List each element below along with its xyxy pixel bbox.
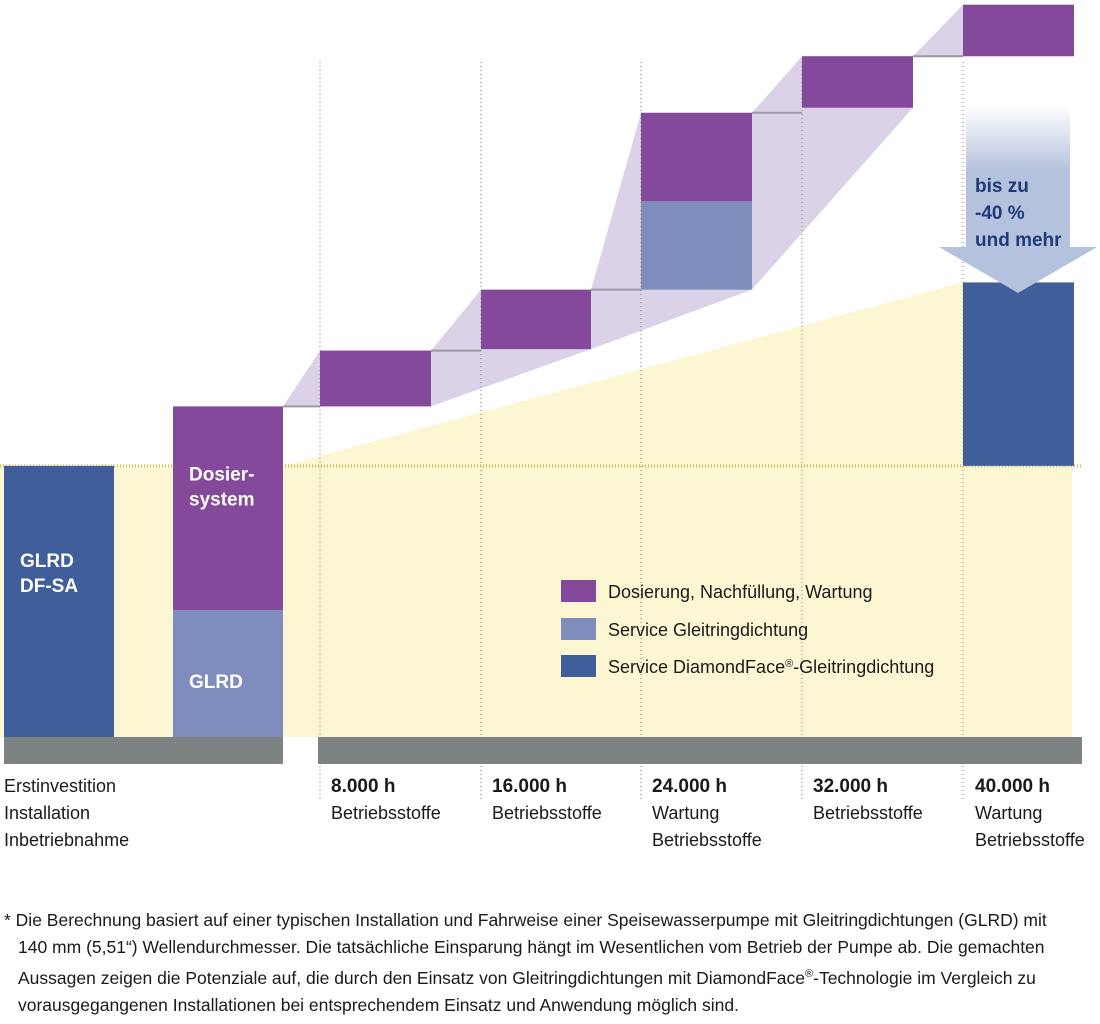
legend-swatch xyxy=(561,618,596,640)
bar-service-diamondface xyxy=(963,282,1074,466)
footnote-line-3: Aussagen zeigen die Potenziale auf, die … xyxy=(18,967,1036,988)
background-areas xyxy=(0,4,1074,737)
legend-label: Dosierung, Nachfüllung, Wartung xyxy=(608,582,872,602)
x-tick-sublabel: Betriebsstoffe xyxy=(813,803,923,823)
savings-label: bis zu -40 % und mehr xyxy=(975,176,1062,251)
x-tick-label: 8.000 h xyxy=(331,776,395,797)
legend-swatch xyxy=(561,580,596,602)
bar-dosierung xyxy=(320,350,431,407)
footnote-line-2: 140 mm (5,51“) Wellendurchmesser. Die ta… xyxy=(18,937,1045,957)
x-tick-sublabel: Wartung xyxy=(652,803,719,823)
bar-dosierung xyxy=(641,112,752,202)
savings-arrow: bis zu -40 % und mehr xyxy=(939,105,1097,293)
x-tick-sublabel: Erstinvestition xyxy=(4,776,116,796)
legend-label: Service DiamondFace®-Gleitringdichtung xyxy=(608,657,934,677)
x-tick-sublabel: Betriebsstoffe xyxy=(492,803,602,823)
x-tick-label: 40.000 h xyxy=(975,776,1050,797)
x-tick-sublabel: Betriebsstoffe xyxy=(652,830,762,850)
x-tick-sublabel: Wartung xyxy=(975,803,1042,823)
bar-service-glrd xyxy=(641,201,752,290)
bar-glrd-dfsa xyxy=(4,465,114,737)
legend: Dosierung, Nachfüllung, Wartung Service G… xyxy=(561,580,934,677)
footnote-line-1: * Die Berechnung basiert auf einer typis… xyxy=(4,910,1047,930)
bar-service-glrd xyxy=(173,610,283,737)
x-axis: Erstinvestition Installation Inbetriebnahm… xyxy=(4,737,1085,850)
x-tick-sublabel: Installation xyxy=(4,803,90,823)
x-tick-label: 32.000 h xyxy=(813,776,888,797)
bar-label: GLRD DF-SA xyxy=(20,551,78,597)
bars: GLRD DF-SA GLRD Dosier-system xyxy=(4,4,1074,737)
x-tick-label: 16.000 h xyxy=(492,776,567,797)
x-tick-sublabel: Betriebsstoffe xyxy=(975,830,1085,850)
axis-bar-right xyxy=(318,737,1082,764)
bar-dosierung xyxy=(802,56,913,108)
legend-label: Service Gleitringdichtung xyxy=(608,620,808,640)
bar-label: Dosier-system xyxy=(189,464,255,510)
bar-dosierung xyxy=(963,4,1074,57)
bar-dosierung xyxy=(173,406,283,611)
cost-comparison-chart: GLRD DF-SA GLRD Dosier-system bis zu -40 % un… xyxy=(0,4,1097,850)
bar-dosierung xyxy=(481,289,591,350)
footnote: * Die Berechnung basiert auf einer typis… xyxy=(4,907,1084,1019)
bar-label: GLRD xyxy=(189,672,243,693)
legend-swatch xyxy=(561,655,596,677)
x-tick-sublabel: Inbetriebnahme xyxy=(4,830,129,850)
x-tick-sublabel: Betriebsstoffe xyxy=(331,803,441,823)
axis-bar-left xyxy=(4,737,283,764)
footnote-line-4: vorausgegangenen Installationen bei ents… xyxy=(18,994,739,1015)
down-arrow xyxy=(939,105,1097,293)
x-tick-label: 24.000 h xyxy=(652,776,727,797)
